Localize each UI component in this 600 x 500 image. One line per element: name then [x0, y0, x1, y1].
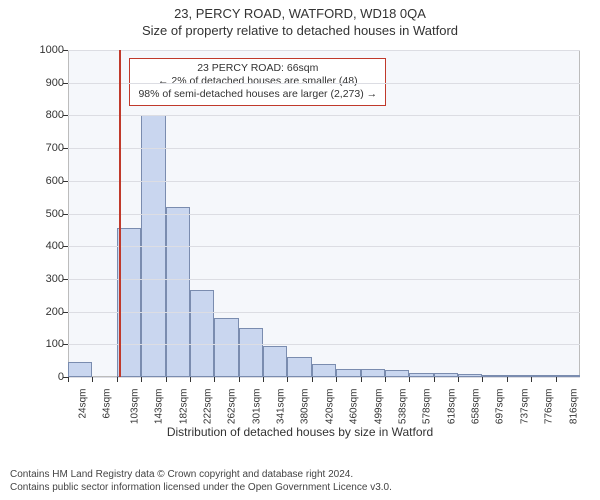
- xtick-label: 460sqm: [348, 389, 359, 425]
- xtick-label: 737sqm: [519, 389, 530, 425]
- ytick-label: 1000: [40, 44, 64, 56]
- xtick-label: 222sqm: [202, 389, 213, 425]
- xtick-label: 64sqm: [102, 389, 113, 419]
- gridline: [68, 181, 580, 182]
- xtick-mark: [263, 377, 264, 382]
- xtick-label: 143sqm: [153, 389, 164, 425]
- xtick-label: 301sqm: [251, 389, 262, 425]
- ytick-label: 400: [46, 240, 64, 252]
- xtick-label: 816sqm: [568, 389, 579, 425]
- ytick-label: 500: [46, 208, 64, 220]
- xtick-mark: [166, 377, 167, 382]
- plot-area: 23 PERCY ROAD: 66sqm← 2% of detached hou…: [68, 50, 580, 377]
- histogram-bar: [214, 318, 238, 377]
- xtick-mark: [68, 377, 69, 382]
- chart-container: Number of detached properties 23 PERCY R…: [10, 42, 590, 437]
- xtick-label: 697sqm: [495, 389, 506, 425]
- xtick-label: 262sqm: [227, 389, 238, 425]
- xtick-label: 420sqm: [324, 389, 335, 425]
- gridline: [68, 115, 580, 116]
- gridline: [68, 377, 580, 378]
- gridline: [68, 279, 580, 280]
- xtick-label: 24sqm: [78, 389, 89, 419]
- histogram-bar: [336, 369, 360, 377]
- xtick-label: 499sqm: [373, 389, 384, 425]
- histogram-bar: [312, 364, 336, 377]
- xtick-mark: [190, 377, 191, 382]
- gridline: [68, 148, 580, 149]
- annotation-line: 23 PERCY ROAD: 66sqm: [138, 62, 377, 75]
- xtick-label: 538sqm: [397, 389, 408, 425]
- xtick-mark: [482, 377, 483, 382]
- histogram-bar: [239, 328, 263, 377]
- histogram-bar: [287, 357, 311, 377]
- xtick-label: 618sqm: [446, 389, 457, 425]
- xtick-mark: [92, 377, 93, 382]
- xtick-mark: [531, 377, 532, 382]
- xtick-label: 341sqm: [275, 389, 286, 425]
- footer-line-1: Contains HM Land Registry data © Crown c…: [10, 468, 392, 481]
- gridline: [68, 246, 580, 247]
- xtick-mark: [239, 377, 240, 382]
- xtick-mark: [434, 377, 435, 382]
- xtick-mark: [287, 377, 288, 382]
- xtick-mark: [117, 377, 118, 382]
- xtick-mark: [312, 377, 313, 382]
- page-title-sub: Size of property relative to detached ho…: [0, 21, 600, 42]
- histogram-bar: [361, 369, 385, 377]
- footer-line-2: Contains public sector information licen…: [10, 481, 392, 494]
- histogram-bar: [263, 346, 287, 377]
- gridline: [68, 312, 580, 313]
- gridline: [68, 344, 580, 345]
- xtick-mark: [214, 377, 215, 382]
- subject-marker-line: [119, 50, 121, 377]
- xtick-label: 658sqm: [470, 389, 481, 425]
- xtick-label: 103sqm: [129, 389, 140, 425]
- ytick-label: 0: [58, 371, 64, 383]
- ytick-label: 900: [46, 77, 64, 89]
- xtick-label: 776sqm: [544, 389, 555, 425]
- xtick-mark: [507, 377, 508, 382]
- histogram-bar: [190, 290, 214, 377]
- gridline: [68, 83, 580, 84]
- xtick-mark: [458, 377, 459, 382]
- ytick-label: 300: [46, 273, 64, 285]
- xtick-label: 182sqm: [178, 389, 189, 425]
- histogram-bar: [68, 362, 92, 377]
- ytick-label: 800: [46, 109, 64, 121]
- xtick-mark: [336, 377, 337, 382]
- xtick-label: 578sqm: [422, 389, 433, 425]
- xtick-label: 380sqm: [300, 389, 311, 425]
- attribution-footer: Contains HM Land Registry data © Crown c…: [10, 468, 392, 494]
- histogram-bar: [166, 207, 190, 377]
- page-title-main: 23, PERCY ROAD, WATFORD, WD18 0QA: [0, 0, 600, 21]
- x-axis-label: Distribution of detached houses by size …: [10, 425, 590, 439]
- ytick-label: 600: [46, 175, 64, 187]
- ytick-label: 200: [46, 306, 64, 318]
- xtick-mark: [409, 377, 410, 382]
- annotation-line: 98% of semi-detached houses are larger (…: [138, 88, 377, 101]
- xtick-mark: [556, 377, 557, 382]
- xtick-mark: [361, 377, 362, 382]
- gridline: [68, 50, 580, 51]
- xtick-mark: [141, 377, 142, 382]
- ytick-label: 700: [46, 142, 64, 154]
- gridline: [68, 214, 580, 215]
- xtick-mark: [385, 377, 386, 382]
- ytick-label: 100: [46, 338, 64, 350]
